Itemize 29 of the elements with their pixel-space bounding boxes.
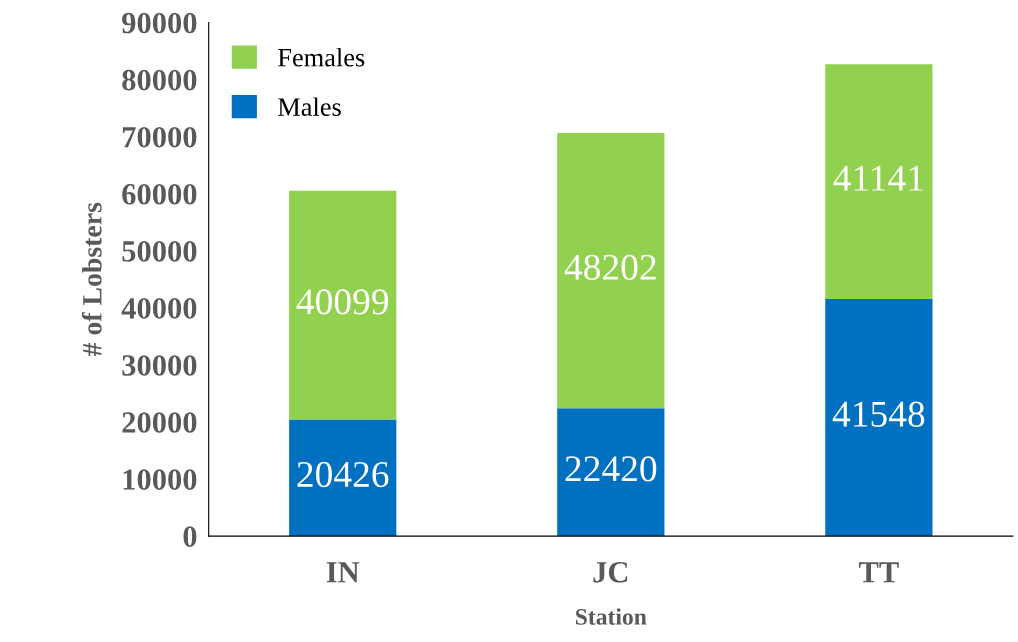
legend-label: Males bbox=[278, 97, 341, 116]
y-tick-label: 40000 bbox=[121, 298, 197, 319]
y-tick-label: 90000 bbox=[122, 12, 197, 34]
legend-label: Females bbox=[278, 47, 365, 67]
y-tick-label: 50000 bbox=[122, 241, 197, 262]
data-label: 48202 bbox=[564, 254, 656, 280]
y-tick-label: 10000 bbox=[123, 469, 197, 490]
x-tick-label: IN bbox=[326, 562, 360, 583]
bar bbox=[289, 190, 397, 420]
y-axis-title: # of Lobsters bbox=[81, 202, 102, 357]
bar bbox=[289, 419, 397, 537]
y-tick-label: 20000 bbox=[122, 412, 197, 433]
x-tick-label: JC bbox=[593, 562, 628, 583]
data-label: 40099 bbox=[296, 289, 389, 315]
data-label: 41141 bbox=[833, 165, 923, 191]
bar bbox=[825, 298, 933, 537]
data-label: 41548 bbox=[832, 401, 925, 427]
x-tick-label: TT bbox=[858, 562, 899, 583]
bar bbox=[557, 133, 665, 409]
x-axis-title: Station bbox=[575, 608, 647, 625]
bar bbox=[825, 64, 933, 299]
bar bbox=[557, 408, 665, 537]
data-label: 22420 bbox=[565, 456, 657, 482]
y-tick-label: 70000 bbox=[122, 126, 197, 148]
y-tick-label: 60000 bbox=[122, 183, 197, 205]
y-tick-label: 0 bbox=[183, 526, 197, 547]
y-tick-label: 80000 bbox=[122, 69, 197, 91]
y-tick-label: 30000 bbox=[122, 355, 197, 376]
data-label: 20426 bbox=[297, 461, 389, 488]
